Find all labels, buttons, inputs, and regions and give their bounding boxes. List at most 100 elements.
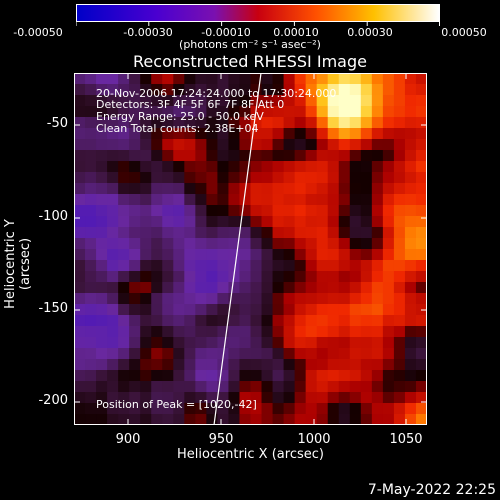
image-pixel (316, 161, 329, 173)
image-pixel (228, 348, 241, 360)
image-pixel (206, 293, 219, 305)
image-pixel (206, 359, 219, 371)
image-pixel (415, 106, 427, 118)
image-pixel (184, 381, 196, 393)
image-pixel (74, 326, 86, 338)
image-pixel (250, 205, 263, 217)
image-pixel (239, 370, 252, 382)
image-pixel (195, 183, 207, 195)
image-pixel (349, 370, 362, 382)
image-pixel (338, 73, 351, 85)
image-pixel (151, 271, 163, 283)
image-pixel (239, 117, 252, 129)
image-pixel (338, 117, 351, 129)
image-pixel (305, 238, 318, 250)
image-pixel (404, 205, 417, 217)
image-pixel (184, 238, 196, 250)
image-pixel (272, 282, 285, 294)
image-pixel (140, 73, 152, 85)
image-pixel (140, 414, 152, 425)
image-pixel (382, 392, 395, 404)
image-pixel (305, 381, 318, 393)
image-pixel (107, 205, 119, 217)
image-pixel (195, 84, 207, 96)
image-pixel (217, 117, 230, 129)
image-pixel (74, 315, 86, 327)
image-pixel (85, 95, 97, 107)
image-pixel (217, 227, 230, 239)
image-pixel (316, 238, 329, 250)
image-pixel (118, 337, 130, 349)
image-pixel (206, 337, 219, 349)
image-pixel (338, 205, 351, 217)
image-pixel (261, 172, 274, 184)
image-pixel (382, 106, 395, 118)
image-pixel (107, 95, 119, 107)
image-pixel (107, 227, 119, 239)
image-pixel (206, 139, 219, 151)
image-pixel (393, 249, 406, 261)
image-pixel (382, 249, 395, 261)
image-pixel (404, 106, 417, 118)
image-pixel (272, 392, 285, 404)
image-pixel (360, 315, 373, 327)
image-pixel (338, 403, 351, 415)
image-pixel (239, 216, 252, 228)
image-pixel (349, 271, 362, 283)
image-pixel (173, 315, 185, 327)
image-pixel (85, 117, 97, 129)
image-pixel (327, 348, 340, 360)
image-pixel (404, 293, 417, 305)
y-tick-label: -100 (38, 209, 68, 224)
image-pixel (151, 117, 163, 129)
image-pixel (74, 337, 86, 349)
image-pixel (129, 315, 141, 327)
image-pixel (162, 128, 174, 140)
image-pixel (261, 304, 274, 316)
image-pixel (96, 238, 108, 250)
image-pixel (184, 128, 196, 140)
image-pixel (162, 282, 174, 294)
image-pixel (74, 392, 86, 404)
image-pixel (261, 95, 274, 107)
image-pixel (382, 370, 395, 382)
image-pixel (327, 205, 340, 217)
image-pixel (162, 403, 174, 415)
image-pixel (283, 414, 296, 425)
image-pixel (162, 304, 174, 316)
image-pixel (140, 392, 152, 404)
image-pixel (338, 392, 351, 404)
image-pixel (393, 293, 406, 305)
image-pixel (228, 370, 241, 382)
image-pixel (327, 150, 340, 162)
image-pixel (129, 403, 141, 415)
image-pixel (129, 106, 141, 118)
image-pixel (195, 128, 207, 140)
image-pixel (338, 227, 351, 239)
image-pixel (228, 337, 241, 349)
image-pixel (338, 326, 351, 338)
image-pixel (239, 326, 252, 338)
image-pixel (250, 73, 263, 85)
image-pixel (316, 150, 329, 162)
image-pixel (184, 414, 196, 425)
image-pixel (393, 128, 406, 140)
image-pixel (349, 326, 362, 338)
image-pixel (96, 282, 108, 294)
image-pixel (206, 194, 219, 206)
image-pixel (140, 359, 152, 371)
image-pixel (184, 73, 196, 85)
image-pixel (173, 271, 185, 283)
image-pixel (360, 161, 373, 173)
image-pixel (228, 260, 241, 272)
image-pixel (283, 216, 296, 228)
image-pixel (316, 227, 329, 239)
image-pixel (316, 414, 329, 425)
image-pixel (360, 216, 373, 228)
image-pixel (404, 117, 417, 129)
image-pixel (184, 370, 196, 382)
image-pixel (217, 205, 230, 217)
image-pixel (371, 403, 384, 415)
image-pixel (173, 370, 185, 382)
image-pixel (261, 183, 274, 195)
